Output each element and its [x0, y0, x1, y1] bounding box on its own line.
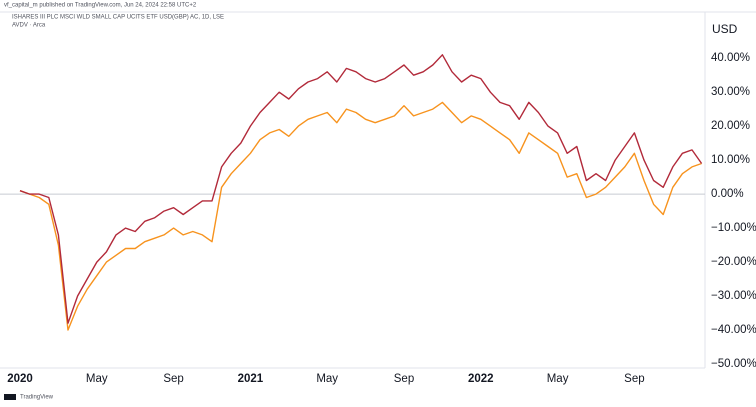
x-tick-label: Sep	[624, 373, 644, 385]
x-tick-label: 2020	[7, 373, 33, 385]
y-tick-label: 20.00%	[711, 120, 750, 132]
y-tick-label: −10.00%	[711, 222, 756, 234]
y-tick-label: 10.00%	[711, 154, 750, 166]
x-tick-label: 2021	[238, 373, 264, 385]
x-tick-label: Sep	[163, 373, 183, 385]
footer-brand: TradingView	[20, 395, 54, 401]
y-tick-label: −50.00%	[711, 358, 756, 370]
series-line	[19, 101, 702, 331]
y-tick-label: −30.00%	[711, 290, 756, 302]
x-tick-label: May	[316, 373, 338, 385]
currency-label: USD	[712, 22, 738, 36]
x-tick-label: 2022	[468, 373, 494, 385]
x-tick-label: May	[86, 373, 108, 385]
series-line	[19, 54, 703, 324]
y-tick-label: 0.00%	[711, 188, 744, 200]
x-tick-label: May	[547, 373, 569, 385]
y-tick-label: −20.00%	[711, 256, 756, 268]
compare-symbol: AVDV · Arca	[12, 23, 46, 29]
y-tick-label: 30.00%	[711, 86, 750, 98]
symbol-title: ISHARES III PLC MSCI WLD SMALL CAP UCITS…	[12, 15, 224, 21]
y-tick-label: −40.00%	[711, 324, 756, 336]
logo	[4, 394, 16, 400]
y-tick-label: 40.00%	[711, 52, 750, 64]
x-tick-label: Sep	[394, 373, 414, 385]
published-note: vf_capital_m published on TradingView.co…	[4, 3, 197, 9]
